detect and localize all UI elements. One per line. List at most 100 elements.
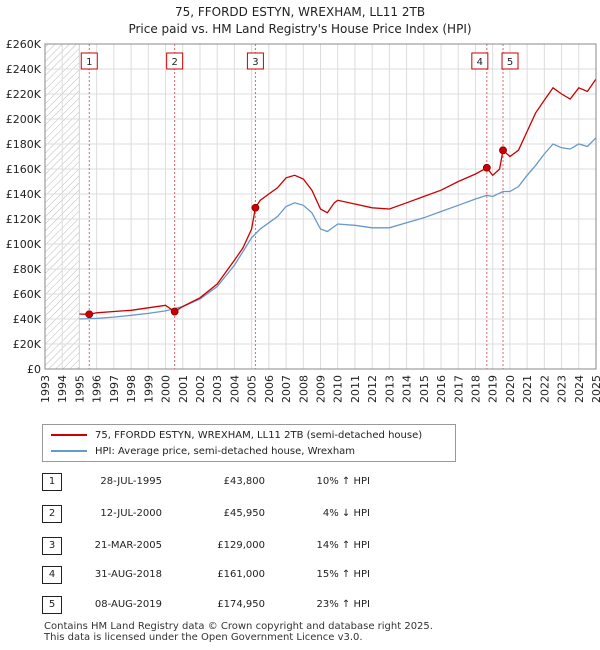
- sale-price: £161,000: [217, 569, 265, 580]
- sale-label-text: 5: [507, 57, 513, 68]
- sale-label-box: [246, 52, 264, 70]
- x-tick-label: 2023: [556, 375, 569, 403]
- x-tick-label: 2005: [246, 375, 259, 403]
- x-tick-label: 2002: [194, 375, 207, 403]
- x-tick-label: 2015: [418, 375, 431, 403]
- x-tick-label: 2006: [263, 375, 276, 403]
- y-tick-label: £120K: [6, 213, 42, 226]
- sale-point: [85, 310, 94, 319]
- sale-label-text: 2: [171, 57, 177, 68]
- sale-price: £45,950: [223, 508, 265, 519]
- x-tick-label: 1998: [125, 375, 138, 403]
- x-tick-label: 2003: [211, 375, 224, 403]
- legend: 75, FFORDD ESTYN, WREXHAM, LL11 2TB (sem…: [42, 424, 456, 462]
- y-tick-label: £80K: [13, 263, 42, 276]
- sale-number-badge: 5: [42, 596, 62, 614]
- y-tick-label: £160K: [6, 163, 42, 176]
- x-tick-label: 1999: [142, 375, 155, 403]
- x-tick-label: 1996: [91, 375, 104, 403]
- sale-date: 31-AUG-2018: [94, 569, 162, 580]
- sale-label-box: [166, 52, 184, 70]
- table-row: 1 28-JUL-1995 £43,800 10% ↑ HPI: [0, 473, 600, 493]
- sale-label-box: [80, 52, 98, 70]
- legend-item-hpi: HPI: Average price, semi-detached house,…: [51, 444, 355, 458]
- sale-price: £174,950: [217, 599, 265, 610]
- x-tick-label: 2019: [487, 375, 500, 403]
- legend-label-hpi: HPI: Average price, semi-detached house,…: [95, 445, 356, 457]
- sale-label-box: [501, 52, 519, 70]
- sale-number-badge: 1: [42, 473, 62, 491]
- x-tick-label: 2014: [401, 375, 414, 403]
- table-row: 2 12-JUL-2000 £45,950 4% ↓ HPI: [0, 505, 600, 525]
- legend-item-property: 75, FFORDD ESTYN, WREXHAM, LL11 2TB (sem…: [51, 428, 422, 442]
- y-tick-label: £60K: [13, 288, 42, 301]
- y-tick-label: £20K: [13, 338, 42, 351]
- hpi-series-line: [79, 137, 597, 320]
- sale-date: 28-JUL-1995: [100, 476, 162, 487]
- plot-border: [44, 43, 597, 370]
- sale-point: [482, 163, 491, 172]
- y-tick-label: £100K: [6, 238, 42, 251]
- table-row: 3 21-MAR-2005 £129,000 14% ↑ HPI: [0, 537, 600, 557]
- y-tick-label: £0: [27, 363, 41, 376]
- x-tick-label: 2017: [452, 375, 465, 403]
- x-tick-label: 2012: [366, 375, 379, 403]
- sale-point: [499, 146, 507, 155]
- table-row: 5 08-AUG-2019 £174,950 23% ↑ HPI: [0, 596, 600, 616]
- sale-date: 12-JUL-2000: [100, 508, 162, 519]
- sale-hpi-diff: 15% ↑ HPI: [316, 569, 370, 580]
- legend-label-property: 75, FFORDD ESTYN, WREXHAM, LL11 2TB (sem…: [95, 429, 423, 441]
- legend-swatch-property: [51, 434, 87, 436]
- sale-price: £129,000: [217, 540, 265, 551]
- sale-date: 21-MAR-2005: [94, 540, 162, 551]
- chart-subtitle: Price paid vs. HM Land Registry's House …: [128, 22, 472, 36]
- sale-number-badge: 3: [42, 537, 62, 555]
- x-tick-label: 2013: [383, 375, 396, 403]
- x-tick-label: 2000: [160, 375, 173, 403]
- x-tick-label: 1997: [108, 375, 121, 403]
- sale-label-box: [471, 52, 489, 70]
- sale-point: [170, 307, 179, 316]
- x-tick-label: 2011: [349, 375, 362, 403]
- x-tick-label: 1994: [56, 375, 69, 403]
- sale-hpi-diff: 4% ↓ HPI: [322, 508, 370, 519]
- x-tick-label: 2021: [521, 375, 534, 403]
- x-tick-label: 2025: [590, 375, 600, 403]
- sale-hpi-diff: 10% ↑ HPI: [316, 476, 370, 487]
- x-tick-label: 2020: [504, 375, 517, 403]
- y-tick-label: £260K: [6, 38, 42, 51]
- chart-title: 75, FFORDD ESTYN, WREXHAM, LL11 2TB: [174, 5, 426, 19]
- x-tick-label: 2009: [315, 375, 328, 403]
- table-row: 4 31-AUG-2018 £161,000 15% ↑ HPI: [0, 566, 600, 586]
- x-tick-label: 2008: [297, 375, 310, 403]
- legend-swatch-hpi: [51, 450, 87, 452]
- sale-label-text: 1: [86, 57, 92, 68]
- x-tick-label: 2004: [228, 375, 241, 403]
- sale-hpi-diff: 14% ↑ HPI: [316, 540, 370, 551]
- x-tick-label: 2022: [538, 375, 551, 403]
- sale-point: [251, 203, 260, 212]
- x-tick-label: 1993: [39, 375, 52, 403]
- sale-date: 08-AUG-2019: [94, 599, 162, 610]
- x-tick-label: 2024: [573, 375, 586, 403]
- x-tick-label: 2007: [280, 375, 293, 403]
- sale-number-badge: 2: [42, 505, 62, 523]
- x-tick-label: 2001: [177, 375, 190, 403]
- x-tick-label: 2010: [332, 375, 345, 403]
- footer-licence: This data is licensed under the Open Gov…: [44, 632, 363, 643]
- x-tick-label: 1995: [73, 375, 86, 403]
- y-tick-label: £240K: [6, 63, 42, 76]
- footer-copyright: Contains HM Land Registry data © Crown c…: [44, 621, 433, 632]
- x-tick-label: 2016: [435, 375, 448, 403]
- sale-label-text: 4: [477, 57, 483, 68]
- sale-label-text: 3: [252, 57, 258, 68]
- y-tick-label: £220K: [6, 88, 42, 101]
- sale-hpi-diff: 23% ↑ HPI: [316, 599, 370, 610]
- y-tick-label: £180K: [6, 138, 42, 151]
- y-tick-label: £200K: [6, 113, 42, 126]
- sale-number-badge: 4: [42, 566, 62, 584]
- price-chart: 1 2 3 4 5 £0 £20K £40K £60K £80K £100K £120K £140K £1…: [6, 38, 600, 403]
- property-series-line: [79, 78, 597, 315]
- y-tick-label: £140K: [6, 188, 42, 201]
- sale-price: £43,800: [223, 476, 265, 487]
